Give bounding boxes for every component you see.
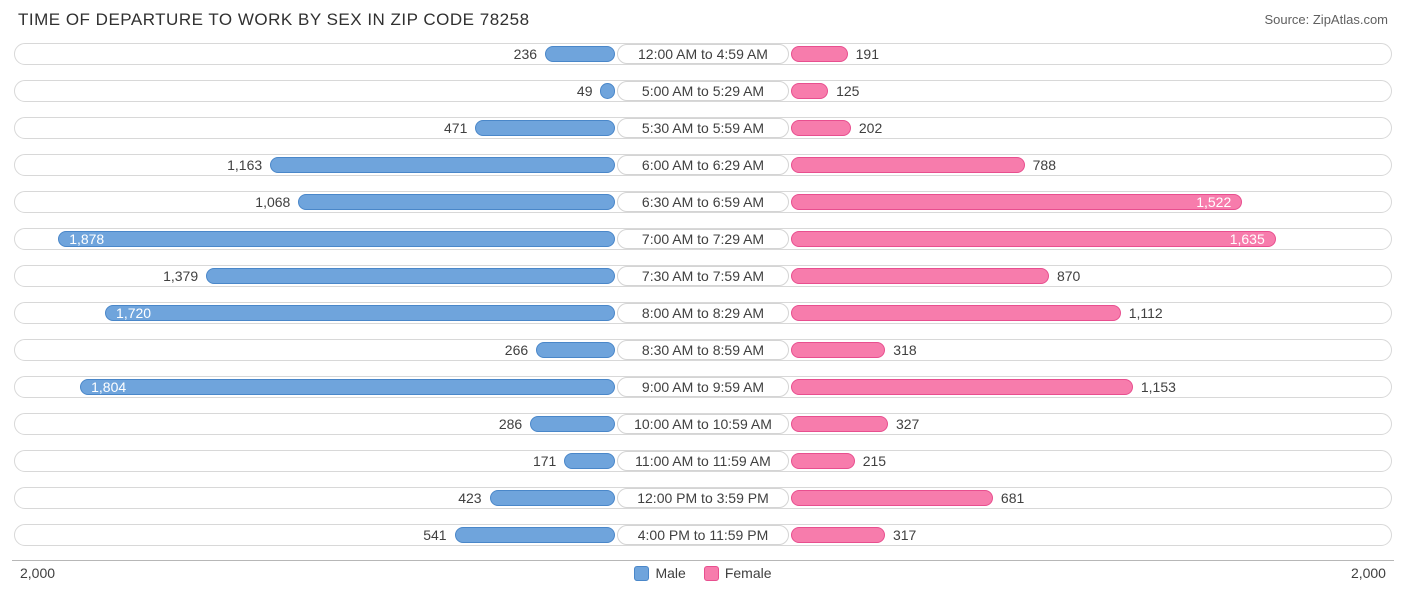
chart-row: 1,720 1,112 8:00 AM to 8:29 AM [14,297,1392,329]
male-value: 286 [460,408,530,440]
chart-footer: 2,000 Male Female 2,000 [12,561,1394,581]
male-value: 1,720 [112,306,155,320]
chart-title: TIME OF DEPARTURE TO WORK BY SEX IN ZIP … [12,8,530,30]
male-bar [536,342,615,358]
male-bar: 1,878 [58,231,615,247]
category-label: 7:00 AM to 7:29 AM [617,229,789,249]
chart-row: 286 327 10:00 AM to 10:59 AM [14,408,1392,440]
category-label: 6:00 AM to 6:29 AM [617,155,789,175]
female-value: 191 [848,38,918,70]
female-value: 1,522 [1192,195,1235,209]
chart-row: 266 318 8:30 AM to 8:59 AM [14,334,1392,366]
female-value: 870 [1049,260,1119,292]
male-bar [270,157,615,173]
legend-male-swatch [634,566,649,581]
category-label: 4:00 PM to 11:59 PM [617,525,789,545]
category-label: 5:30 AM to 5:59 AM [617,118,789,138]
chart-row: 1,379 870 7:30 AM to 7:59 AM [14,260,1392,292]
male-value: 171 [494,445,564,477]
male-bar: 1,720 [105,305,615,321]
male-bar [490,490,615,506]
female-value: 215 [855,445,925,477]
female-value: 1,635 [1226,232,1269,246]
chart-row: 1,068 1,522 6:30 AM to 6:59 AM [14,186,1392,218]
category-label: 10:00 AM to 10:59 AM [617,414,789,434]
category-label: 5:00 AM to 5:29 AM [617,81,789,101]
female-bar [791,46,848,62]
male-bar [475,120,615,136]
male-value: 423 [420,482,490,514]
female-bar [791,490,993,506]
axis-max-left: 2,000 [20,565,55,581]
male-value: 1,379 [136,260,206,292]
chart-row: 423 681 12:00 PM to 3:59 PM [14,482,1392,514]
female-bar [791,83,828,99]
female-bar [791,268,1049,284]
departure-chart: TIME OF DEPARTURE TO WORK BY SEX IN ZIP … [0,0,1406,595]
male-value: 541 [385,519,455,551]
female-value: 318 [885,334,955,366]
chart-header: TIME OF DEPARTURE TO WORK BY SEX IN ZIP … [12,8,1394,30]
female-value: 1,112 [1121,297,1191,329]
category-label: 12:00 AM to 4:59 AM [617,44,789,64]
male-bar [564,453,615,469]
male-bar [545,46,615,62]
female-value: 1,153 [1133,371,1203,403]
male-bar [206,268,615,284]
category-label: 12:00 PM to 3:59 PM [617,488,789,508]
female-bar [791,120,851,136]
chart-row: 1,878 1,635 7:00 AM to 7:29 AM [14,223,1392,255]
legend-female: Female [704,565,772,581]
category-label: 11:00 AM to 11:59 AM [617,451,789,471]
female-bar [791,527,885,543]
chart-row: 236 191 12:00 AM to 4:59 AM [14,38,1392,70]
female-bar [791,305,1121,321]
male-value: 1,068 [228,186,298,218]
axis-max-right: 2,000 [1351,565,1386,581]
legend-female-label: Female [725,565,772,581]
category-label: 7:30 AM to 7:59 AM [617,266,789,286]
chart-source: Source: ZipAtlas.com [1264,8,1394,27]
male-bar [455,527,615,543]
male-value: 471 [405,112,475,144]
legend: Male Female [634,565,771,581]
female-value: 202 [851,112,921,144]
female-value: 125 [828,75,898,107]
chart-row: 49 125 5:00 AM to 5:29 AM [14,75,1392,107]
male-bar [600,83,615,99]
male-value: 1,878 [65,232,108,246]
male-bar [298,194,615,210]
legend-female-swatch [704,566,719,581]
male-value: 1,804 [87,380,130,394]
male-value: 49 [530,75,600,107]
male-value: 236 [475,38,545,70]
category-label: 8:30 AM to 8:59 AM [617,340,789,360]
category-label: 6:30 AM to 6:59 AM [617,192,789,212]
chart-row: 171 215 11:00 AM to 11:59 AM [14,445,1392,477]
legend-male-label: Male [655,565,685,581]
chart-row: 1,804 1,153 9:00 AM to 9:59 AM [14,371,1392,403]
female-bar [791,379,1133,395]
female-value: 327 [888,408,958,440]
female-bar [791,157,1025,173]
female-bar [791,453,855,469]
legend-male: Male [634,565,685,581]
female-value: 681 [993,482,1063,514]
female-bar [791,342,885,358]
chart-row: 471 202 5:30 AM to 5:59 AM [14,112,1392,144]
category-label: 8:00 AM to 8:29 AM [617,303,789,323]
male-value: 266 [466,334,536,366]
female-value: 317 [885,519,955,551]
chart-row: 1,163 788 6:00 AM to 6:29 AM [14,149,1392,181]
male-bar: 1,804 [80,379,615,395]
female-bar: 1,635 [791,231,1276,247]
male-bar [530,416,615,432]
category-label: 9:00 AM to 9:59 AM [617,377,789,397]
female-bar [791,416,888,432]
female-value: 788 [1025,149,1095,181]
chart-rows: 236 191 12:00 AM to 4:59 AM 49 125 5:00 AM to… [12,38,1394,561]
chart-row: 541 317 4:00 PM to 11:59 PM [14,519,1392,551]
male-value: 1,163 [200,149,270,181]
female-bar: 1,522 [791,194,1242,210]
